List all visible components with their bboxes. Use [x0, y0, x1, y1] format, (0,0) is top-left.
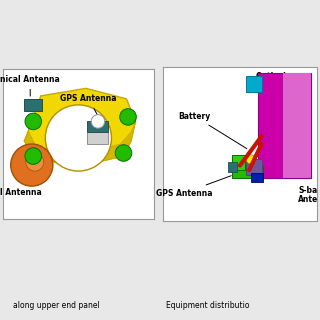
Circle shape: [115, 145, 132, 161]
Bar: [87, 121, 108, 132]
Text: GPS Antenna: GPS Antenna: [156, 176, 231, 198]
Bar: [232, 165, 263, 178]
Bar: [228, 163, 237, 172]
Polygon shape: [24, 88, 136, 166]
Circle shape: [246, 155, 255, 164]
Text: nical Antenna: nical Antenna: [0, 75, 60, 96]
Bar: [283, 73, 311, 178]
Text: S-ba: S-ba: [298, 186, 318, 195]
Circle shape: [25, 113, 42, 130]
Text: along upper end panel: along upper end panel: [13, 301, 100, 310]
Text: l Antenna: l Antenna: [0, 169, 42, 196]
Bar: [87, 131, 108, 144]
Bar: [24, 99, 42, 111]
Bar: [232, 155, 244, 170]
Text: Equipment distributio: Equipment distributio: [166, 301, 250, 310]
Bar: [246, 76, 261, 92]
Circle shape: [91, 115, 105, 128]
Circle shape: [25, 148, 42, 164]
Text: Optical: Optical: [255, 72, 286, 81]
Bar: [246, 159, 261, 175]
Circle shape: [120, 109, 136, 125]
Circle shape: [26, 153, 44, 171]
Text: Ante: Ante: [298, 195, 319, 204]
Bar: [259, 73, 311, 178]
Text: Battery: Battery: [179, 112, 247, 149]
Circle shape: [45, 105, 111, 171]
Bar: [251, 173, 263, 182]
Circle shape: [11, 144, 53, 186]
Polygon shape: [24, 121, 136, 166]
Text: GPS Antenna: GPS Antenna: [60, 94, 117, 119]
